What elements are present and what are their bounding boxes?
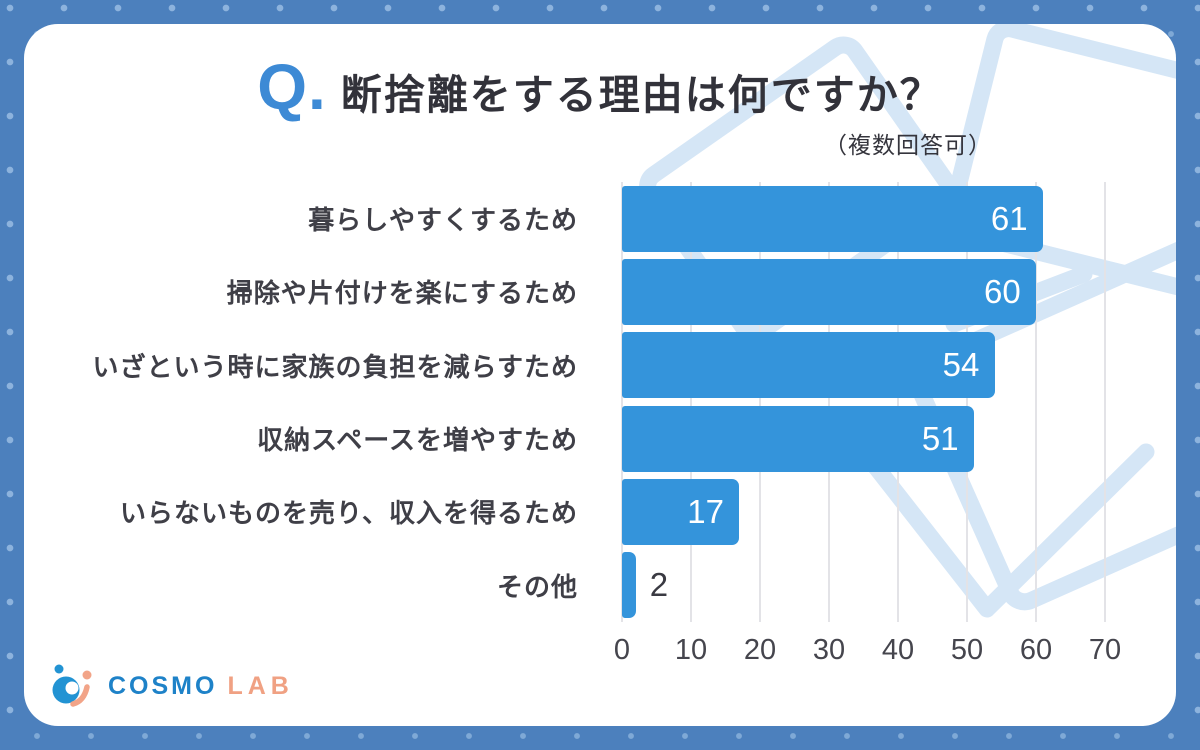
- value-label: 51: [921, 419, 959, 457]
- category-label: 掃除や片付けを楽にするため: [226, 278, 578, 309]
- x-tick-label: 30: [812, 634, 846, 666]
- category-label: その他: [496, 571, 578, 602]
- value-label: 61: [990, 199, 1028, 237]
- bar: [622, 552, 636, 619]
- value-label: 60: [984, 273, 1021, 310]
- multiple-answers-note: （複数回答可）: [824, 132, 992, 158]
- cosmo-lab-logo: COSMO LAB: [46, 660, 294, 712]
- category-label: 暮らしやすくするため: [308, 205, 578, 236]
- title-row: Q. 断捨離をする理由は何ですか？: [24, 50, 1176, 124]
- bar: [622, 185, 1043, 252]
- x-tick-label: 70: [1088, 634, 1122, 666]
- logo-text-cosmo: COSMO: [108, 671, 218, 700]
- infographic-card: Q. 断捨離をする理由は何ですか？ （複数回答可） 0 10 20 30 40 50 60 7…: [24, 24, 1176, 726]
- logo-text-lab: LAB: [227, 671, 294, 700]
- x-tick-label: 10: [674, 634, 708, 666]
- category-label: 収納スペースを増やすため: [257, 425, 578, 456]
- gridline: [759, 182, 761, 622]
- category-label: いらないものを売り、収入を得るため: [120, 498, 578, 529]
- x-tick-label: 50: [950, 634, 984, 666]
- logo-text: COSMO LAB: [108, 672, 294, 701]
- x-tick-label: 20: [743, 634, 777, 666]
- bar: [622, 332, 995, 399]
- gridline: [1104, 182, 1106, 622]
- x-tick-label: 40: [881, 634, 915, 666]
- bar-chart: 0 10 20 30 40 50 60 70 暮らしやすくするため 61 掃除や片付けを楽にするため…: [24, 182, 1176, 687]
- gridline: [690, 182, 692, 622]
- category-label: いざという時に家族の負担を減らすため: [92, 351, 578, 382]
- gridline: [828, 182, 830, 622]
- bar: [622, 479, 740, 545]
- value-label: 17: [687, 493, 725, 530]
- value-label: 54: [942, 346, 980, 384]
- question-q-mark: Q.: [257, 51, 327, 123]
- value-label: 2: [649, 566, 669, 604]
- gridline: [897, 182, 899, 622]
- x-tick-label: 0: [613, 634, 631, 666]
- gridline: [621, 182, 623, 622]
- x-tick-label: 60: [1019, 634, 1053, 666]
- bar: [622, 259, 1036, 325]
- gridline: [1035, 182, 1037, 622]
- bar: [622, 405, 974, 472]
- page-title: 断捨離をする理由は何ですか？: [340, 72, 943, 118]
- gridline: [966, 182, 968, 622]
- cosmo-lab-logo-icon: [52, 664, 92, 707]
